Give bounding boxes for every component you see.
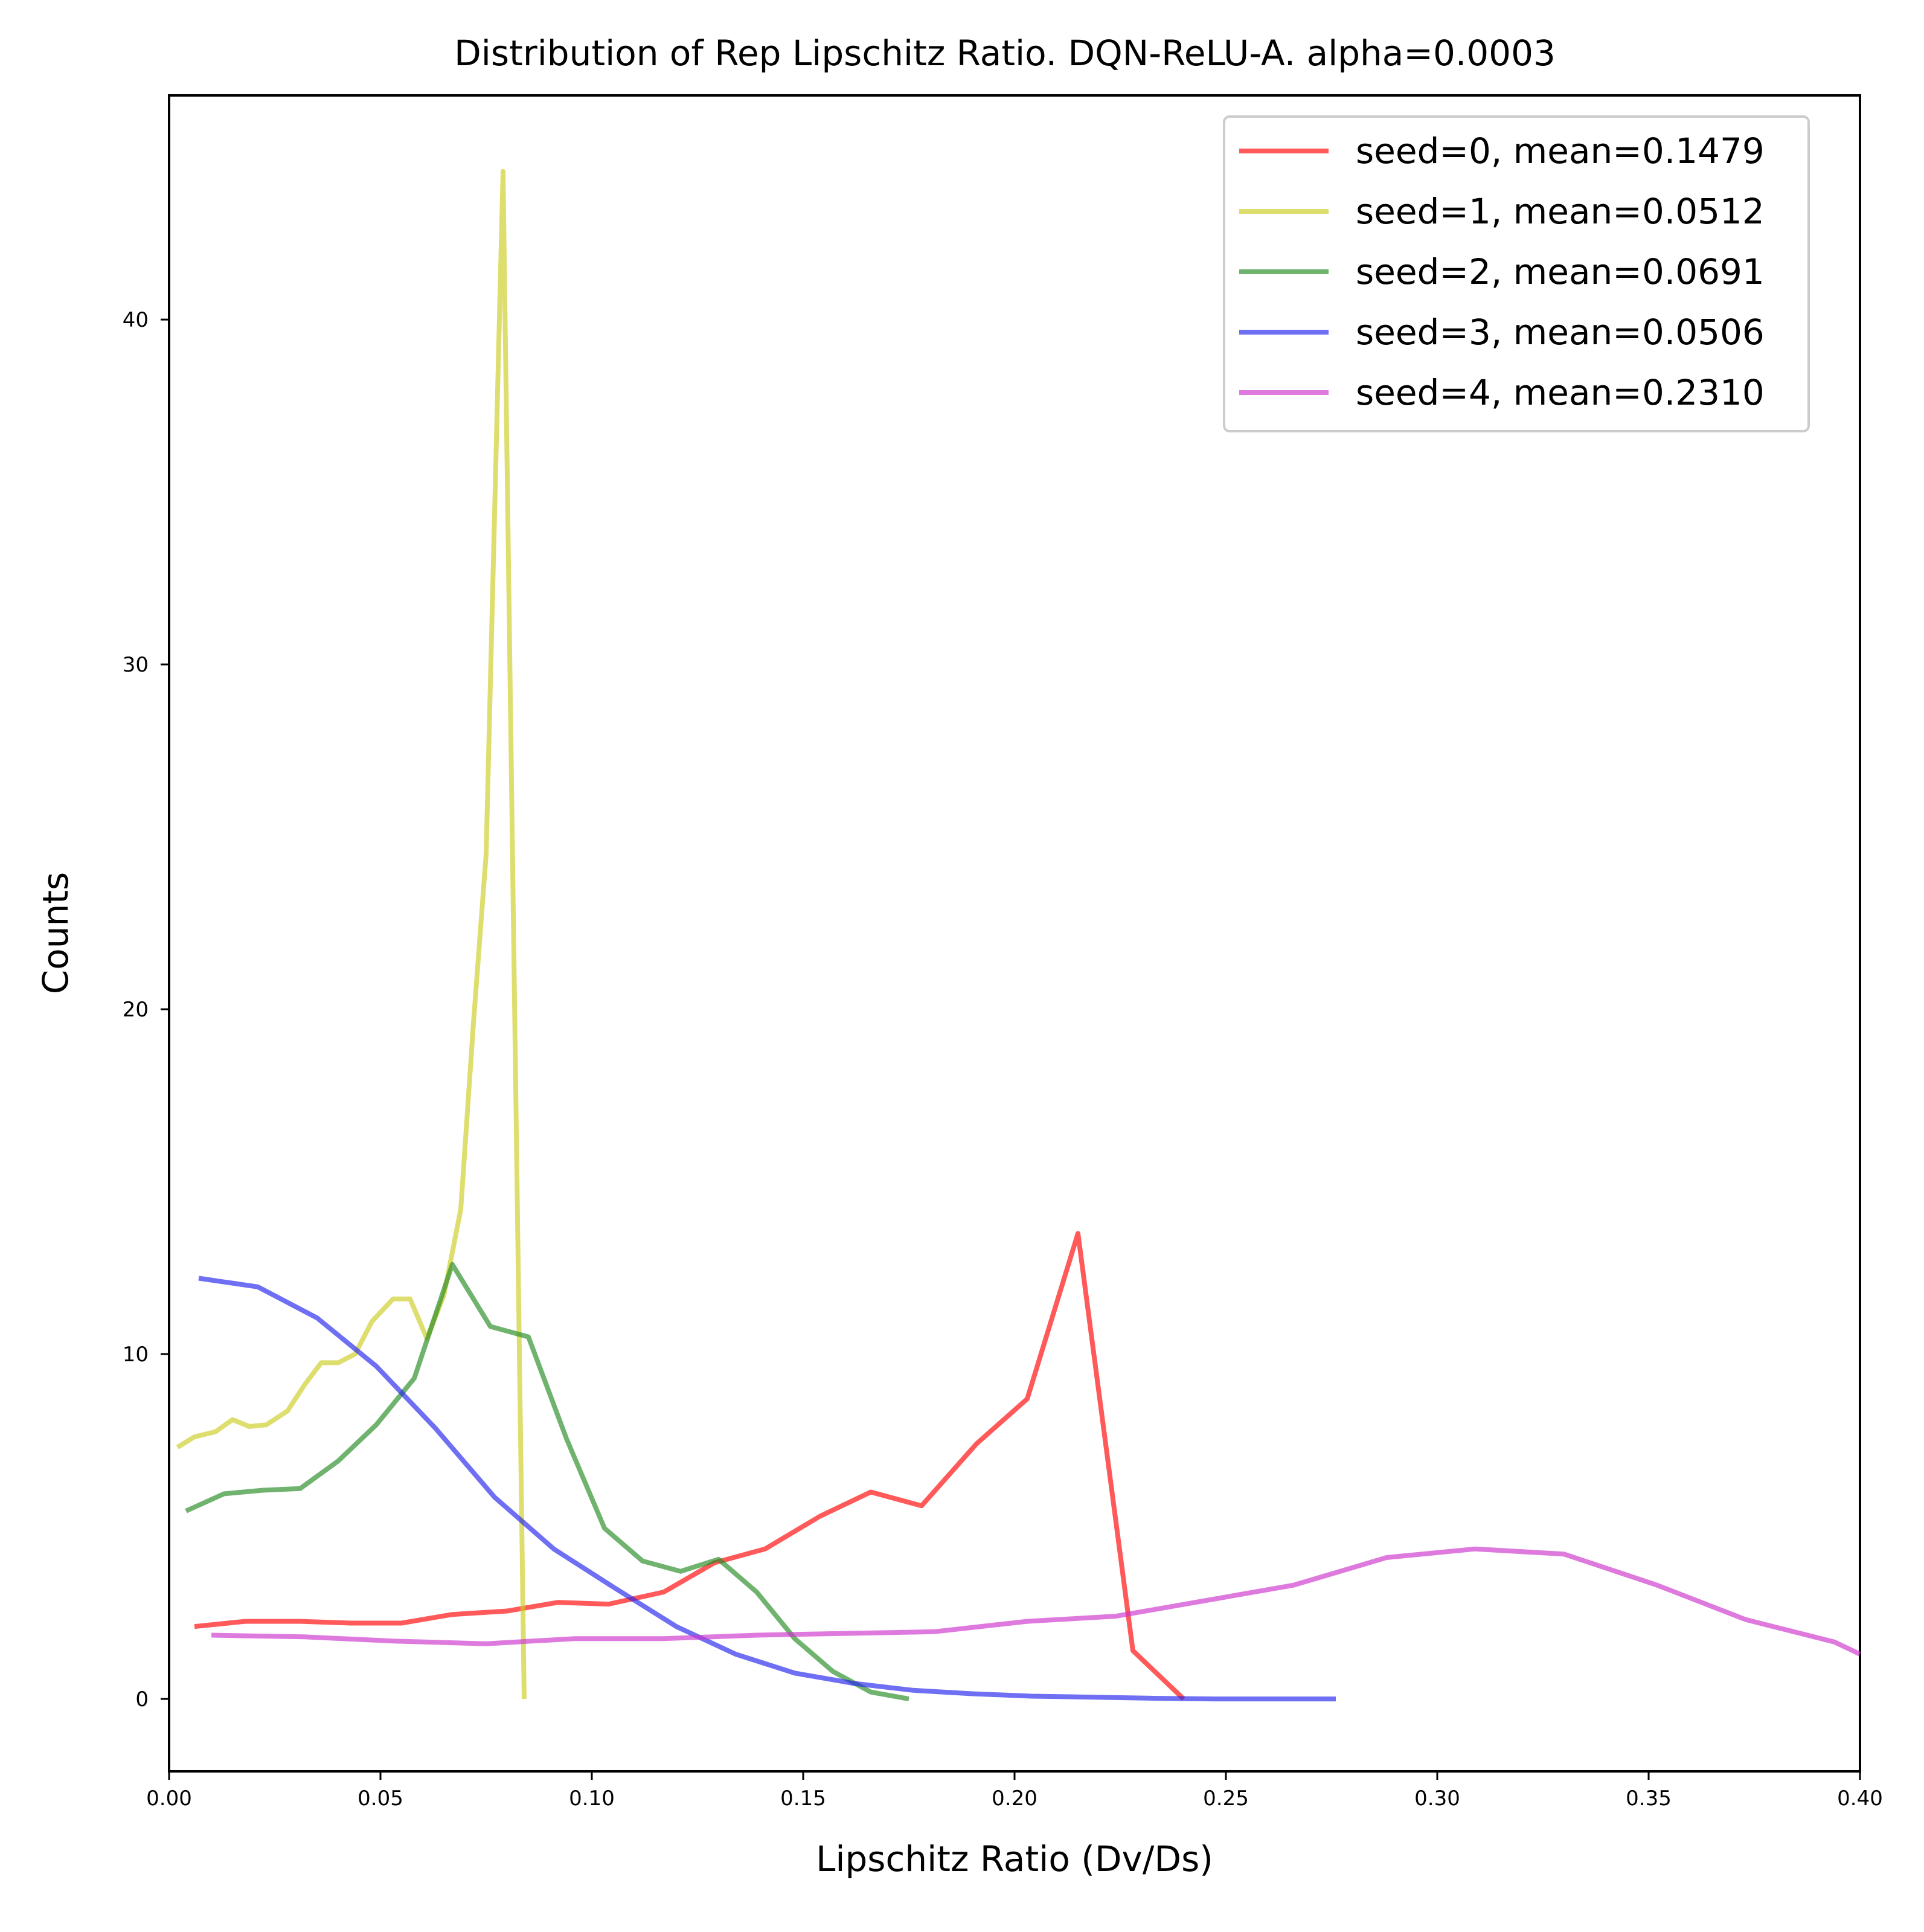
x-tick-label: 0.25 xyxy=(1203,1786,1249,1811)
legend-box xyxy=(1223,115,1810,432)
plot-area: 0.00 0.05 0.10 0.15 0.20 0.25 0.30 0.35 0.40 0 10… xyxy=(123,94,1883,1811)
x-tick-label: 0.30 xyxy=(1414,1786,1460,1811)
series-layer xyxy=(176,168,1861,1702)
x-tick-label: 0.05 xyxy=(358,1786,403,1811)
x-tick-label: 0.00 xyxy=(146,1786,192,1811)
legend-label-seed-3: seed=3, mean=0.0506 xyxy=(1356,312,1765,353)
x-tick-label: 0.40 xyxy=(1837,1786,1883,1811)
y-axis-label: Counts xyxy=(35,872,76,994)
y-tick-label: 30 xyxy=(123,653,149,677)
x-axis-ticks: 0.00 0.05 0.10 0.15 0.20 0.25 0.30 0.35 0.40 xyxy=(146,1771,1883,1811)
legend-label-seed-2: seed=2, mean=0.0691 xyxy=(1356,251,1765,292)
x-tick-label: 0.20 xyxy=(992,1786,1037,1811)
x-axis-label: Lipschitz Ratio (Dv/Ds) xyxy=(816,1838,1213,1879)
legend-label-seed-4: seed=4, mean=0.2310 xyxy=(1356,372,1765,413)
x-tick-label: 0.35 xyxy=(1626,1786,1672,1811)
x-tick-label: 0.10 xyxy=(569,1786,615,1811)
y-tick-label: 40 xyxy=(123,308,149,332)
series-line-seed-4 xyxy=(211,1546,1861,1657)
y-tick-label: 10 xyxy=(123,1343,149,1367)
y-tick-label: 0 xyxy=(135,1687,149,1712)
y-axis-ticks: 0 10 20 30 40 xyxy=(123,308,169,1712)
x-tick-label: 0.15 xyxy=(780,1786,826,1811)
series-line-seed-3 xyxy=(198,1276,1336,1702)
series-line-seed-0 xyxy=(194,1231,1185,1701)
legend-label-seed-1: seed=1, mean=0.0512 xyxy=(1356,191,1765,232)
series-line-seed-2 xyxy=(185,1262,909,1702)
chart-title: Distribution of Rep Lipschitz Ratio. DQN… xyxy=(454,33,1556,74)
legend: seed=0, mean=0.1479 seed=1, mean=0.0512 se… xyxy=(1223,115,1810,432)
legend-label-seed-0: seed=0, mean=0.1479 xyxy=(1356,130,1765,172)
series-line-seed-1 xyxy=(176,168,527,1699)
legend-items: seed=0, mean=0.1479 seed=1, mean=0.0512 se… xyxy=(1239,130,1765,413)
y-tick-label: 20 xyxy=(123,998,149,1022)
